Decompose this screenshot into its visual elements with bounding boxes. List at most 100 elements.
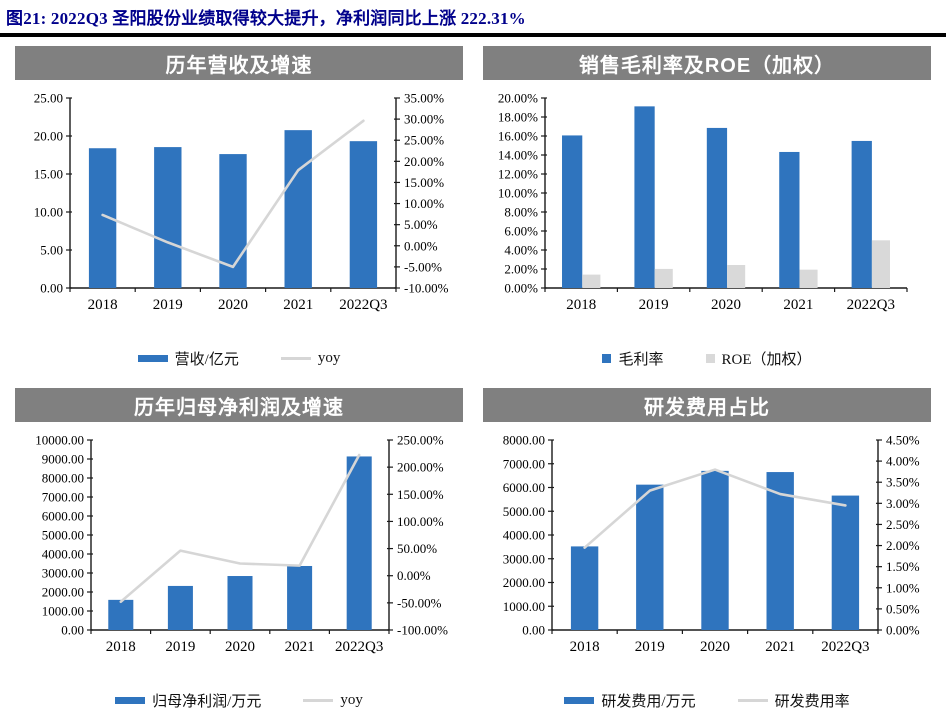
svg-text:20.00%: 20.00%: [498, 91, 538, 106]
line-series-marker: [303, 698, 334, 702]
panel-header: 历年归母净利润及增速: [15, 388, 463, 422]
chart-panel-revenue: 历年营收及增速 25.00 20.00 15.00 10.00 5.00 0.00 35.0…: [15, 46, 463, 372]
svg-text:2020: 2020: [218, 297, 248, 313]
revenue-growth-chart: 25.00 20.00 15.00 10.00 5.00 0.00 35.00% 30.00%…: [34, 91, 449, 314]
svg-text:2018: 2018: [88, 297, 118, 313]
gross-margin-roe-chart: 20.00% 18.00% 16.00% 14.00% 12.00% 10.00% 8.00…: [498, 91, 908, 313]
svg-text:8000.00: 8000.00: [503, 433, 545, 448]
svg-text:-100.00%: -100.00%: [397, 623, 448, 638]
svg-text:2019: 2019: [639, 297, 669, 313]
chart-panel-margin-roe: 销售毛利率及ROE（加权） 20.00% 18.00% 16.00% 14.00% 12…: [483, 46, 931, 372]
svg-text:5.00%: 5.00%: [404, 217, 438, 232]
chart-legend: 毛利率 ROE（加权）: [483, 344, 931, 372]
panel-header: 历年营收及增速: [15, 46, 463, 80]
chart-legend: 归母净利润/万元 yoy: [15, 686, 463, 714]
svg-text:2018: 2018: [570, 639, 600, 655]
svg-text:2019: 2019: [165, 639, 195, 655]
svg-text:2000.00: 2000.00: [503, 575, 545, 590]
svg-text:6000.00: 6000.00: [42, 509, 84, 524]
panel-title: 研发费用占比: [644, 396, 770, 419]
svg-text:30.00%: 30.00%: [404, 112, 444, 127]
svg-text:2.50%: 2.50%: [886, 517, 920, 532]
legend-item: yoy: [280, 349, 341, 367]
svg-text:2.00%: 2.00%: [886, 538, 920, 553]
svg-text:0.00%: 0.00%: [397, 568, 431, 583]
legend-label: yoy: [340, 691, 363, 708]
svg-text:4.50%: 4.50%: [886, 433, 920, 448]
svg-text:2000.00: 2000.00: [42, 585, 84, 600]
svg-text:10.00%: 10.00%: [498, 186, 538, 201]
svg-text:0.00%: 0.00%: [404, 238, 438, 253]
svg-text:2021: 2021: [783, 297, 813, 313]
legend-label: ROE（加权）: [721, 351, 812, 368]
svg-text:2.00%: 2.00%: [504, 262, 538, 277]
legend-label: 研发费用/万元: [601, 693, 696, 710]
svg-text:2020: 2020: [225, 639, 255, 655]
svg-text:2021: 2021: [283, 297, 313, 313]
bar-series-marker: [705, 353, 715, 363]
legend-label: yoy: [317, 349, 341, 366]
svg-text:25.00: 25.00: [34, 91, 63, 106]
svg-text:0.00: 0.00: [40, 281, 63, 296]
svg-text:1.00%: 1.00%: [886, 580, 920, 595]
panel-header: 研发费用占比: [483, 388, 931, 422]
svg-text:20.00%: 20.00%: [404, 154, 444, 169]
svg-text:3.50%: 3.50%: [886, 475, 920, 490]
svg-text:10000.00: 10000.00: [35, 433, 84, 448]
chart-legend: 研发费用/万元 研发费用率: [483, 686, 931, 714]
svg-text:50.00%: 50.00%: [397, 541, 437, 556]
panel-title: 销售毛利率及ROE（加权）: [578, 54, 836, 77]
legend-item: ROE（加权）: [705, 348, 812, 369]
svg-text:-10.00%: -10.00%: [404, 281, 449, 296]
legend-item: 毛利率: [602, 348, 664, 369]
svg-text:16.00%: 16.00%: [498, 129, 538, 144]
svg-text:0.00: 0.00: [61, 623, 84, 638]
svg-text:1.50%: 1.50%: [886, 559, 920, 574]
svg-text:8000.00: 8000.00: [42, 471, 84, 486]
svg-text:12.00%: 12.00%: [498, 167, 538, 182]
figure-title: 图21: 2022Q3 圣阳股份业绩取得较大提升，净利润同比上涨 222.31%: [6, 9, 526, 28]
svg-text:4000.00: 4000.00: [503, 528, 545, 543]
legend-item: 研发费用率: [737, 690, 850, 711]
svg-text:2022Q3: 2022Q3: [821, 639, 869, 655]
svg-text:0.00%: 0.00%: [504, 281, 538, 296]
svg-text:2020: 2020: [700, 639, 730, 655]
svg-text:7000.00: 7000.00: [42, 490, 84, 505]
svg-text:150.00%: 150.00%: [397, 487, 444, 502]
svg-text:1000.00: 1000.00: [42, 604, 84, 619]
rd-expense-ratio-chart: 8000.00 7000.00 6000.00 5000.00 4000.00 3000.…: [503, 433, 920, 656]
legend-label: 营收/亿元: [174, 351, 239, 368]
panel-header: 销售毛利率及ROE（加权）: [483, 46, 931, 80]
bar-series-marker: [137, 354, 168, 362]
legend-item: yoy: [303, 692, 363, 709]
net-profit-growth-chart: 10000.00 9000.00 8000.00 7000.00 6000.00 5000…: [35, 433, 448, 656]
svg-text:15.00: 15.00: [34, 167, 63, 182]
svg-text:10.00: 10.00: [34, 205, 63, 220]
chart-panel-net-profit: 历年归母净利润及增速 10000.00 9000.00 8000.00 7000.00…: [15, 388, 463, 714]
bar-series-marker: [602, 353, 612, 363]
svg-text:5000.00: 5000.00: [503, 504, 545, 519]
bar-series-marker: [115, 696, 146, 704]
svg-text:2022Q3: 2022Q3: [339, 297, 387, 313]
legend-item: 营收/亿元: [137, 348, 239, 369]
svg-text:25.00%: 25.00%: [404, 133, 444, 148]
legend-label: 归母净利润/万元: [152, 693, 262, 710]
legend-label: 研发费用率: [774, 693, 850, 710]
svg-text:5.00: 5.00: [40, 243, 63, 258]
svg-text:200.00%: 200.00%: [397, 460, 444, 475]
svg-text:8.00%: 8.00%: [504, 205, 538, 220]
svg-text:15.00%: 15.00%: [404, 175, 444, 190]
panel-title: 历年归母净利润及增速: [134, 396, 344, 419]
svg-text:2018: 2018: [106, 639, 136, 655]
line-series-marker: [280, 356, 311, 360]
svg-text:9000.00: 9000.00: [42, 452, 84, 467]
svg-text:2020: 2020: [711, 297, 741, 313]
svg-text:4000.00: 4000.00: [42, 547, 84, 562]
figure-title-bar: 图21: 2022Q3 圣阳股份业绩取得较大提升，净利润同比上涨 222.31%: [0, 0, 946, 37]
svg-text:10.00%: 10.00%: [404, 196, 444, 211]
legend-item: 研发费用/万元: [564, 690, 696, 711]
svg-text:2018: 2018: [566, 297, 596, 313]
chart-grid: 历年营收及增速 25.00 20.00 15.00 10.00 5.00 0.00 35.0…: [0, 37, 946, 714]
chart-legend: 营收/亿元 yoy: [15, 344, 463, 372]
legend-item: 归母净利润/万元: [115, 690, 261, 711]
